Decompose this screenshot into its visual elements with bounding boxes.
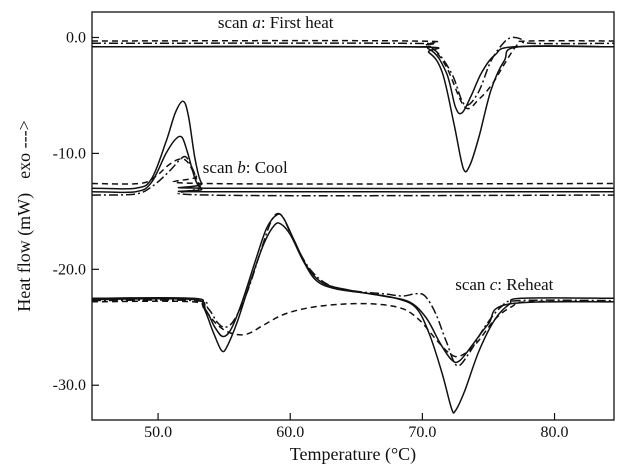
annotation-suffix: : First heat (261, 13, 334, 32)
annotation-backdrop (452, 275, 557, 295)
series-line-solid-1 (91, 45, 615, 115)
annotation-prefix: scan (218, 13, 252, 32)
annotation-backdrop (214, 13, 337, 33)
x-tick-label: 60.0 (276, 424, 304, 441)
x-tick-label: 80.0 (541, 424, 569, 441)
series-curves (91, 36, 615, 414)
x-axis-title: Temperature (°C) (290, 444, 416, 465)
series-line-solid-9 (91, 222, 615, 414)
series-line-dashed-3 (91, 39, 615, 110)
annotation-letter: a (252, 13, 261, 32)
y-axis-title-suffix: exo ---> (14, 120, 34, 179)
x-tick-label: 70.0 (408, 424, 436, 441)
annotation-backdrop (199, 158, 292, 178)
axis-ticks: 50.0 60.0 70.0 80.0 0.0 -10.0 -20.0 -30.0 (53, 30, 569, 442)
annotation-letter: c (490, 275, 498, 294)
annotation-prefix: scan (203, 158, 237, 177)
annotation-scan-c: scan c: Reheat (455, 275, 553, 294)
annotation-scan-a: scan a: First heat (218, 13, 334, 32)
series-line-solid-2 (91, 45, 615, 173)
series-line-dashdot-8 (91, 155, 615, 197)
annotation-scan-b: scan b: Cool (203, 158, 288, 177)
y-tick-label: -10.0 (53, 145, 86, 162)
series-line-solid-10 (91, 213, 615, 364)
plot-frame (91, 11, 615, 421)
y-axis-title: Heat flow (mW) exo ---> (14, 120, 35, 312)
series-line-solid-6 (91, 135, 615, 194)
annotation-prefix: scan (455, 275, 489, 294)
series-line-dashdot-12 (91, 212, 615, 367)
series-line-dashed-11 (91, 300, 615, 358)
y-tick-label: -20.0 (53, 261, 86, 278)
series-line-dashed-7 (91, 158, 615, 185)
annotation-suffix: : Cool (246, 158, 288, 177)
series-line-dashdot-4 (91, 36, 615, 107)
y-tick-label: -30.0 (53, 377, 86, 394)
annotation-letter: b (237, 158, 246, 177)
annotation-suffix: : Reheat (497, 275, 553, 294)
y-axis-title-main: Heat flow (mW) (14, 193, 35, 312)
y-tick-label: 0.0 (66, 30, 86, 47)
x-tick-label: 50.0 (144, 424, 172, 441)
